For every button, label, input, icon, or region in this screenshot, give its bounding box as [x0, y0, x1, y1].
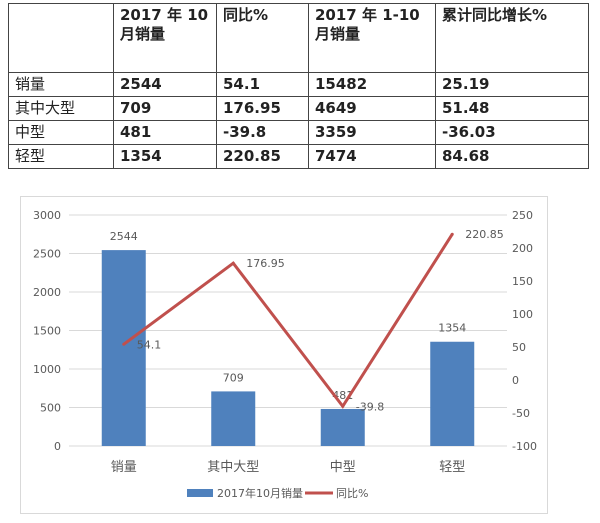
table-row: 轻型 1354 220.85 7474 84.68 [8, 144, 589, 169]
line-point [341, 404, 345, 408]
y-right-tick: -100 [512, 440, 537, 453]
sales-table: 2017 年 10 月销量 同比% 2017 年 1-10 月销量 累计同比增长… [8, 3, 589, 169]
y-right-tick: 100 [512, 308, 533, 321]
table-cell: 481 [113, 120, 217, 145]
legend-bar-label: 2017年10月销量 [217, 486, 303, 500]
bar [430, 341, 475, 446]
table-cell: 51.48 [435, 96, 589, 121]
y-left-tick: 500 [40, 402, 61, 415]
y-right-tick: -50 [512, 407, 530, 420]
bar-label: 1354 [438, 322, 466, 335]
y-left-tick: 1500 [33, 325, 61, 338]
table-cell: 54.1 [216, 72, 309, 97]
chart-svg: 0 500 1000 1500 2000 2500 3000 -100 -50 0 50 100 150… [33, 209, 537, 500]
row-label: 其中大型 [8, 96, 114, 121]
table-cell: -39.8 [216, 120, 309, 145]
y-left-tick: 3000 [33, 209, 61, 222]
table-cell: 709 [113, 96, 217, 121]
table-row: 销量 2544 54.1 15482 25.19 [8, 72, 589, 97]
legend-line-label: 同比% [336, 487, 368, 500]
table-row: 中型 481 -39.8 3359 -36.03 [8, 120, 589, 145]
bar [101, 250, 146, 446]
row-label: 轻型 [8, 144, 114, 169]
table-header-row: 2017 年 10 月销量 同比% 2017 年 1-10 月销量 累计同比增长… [8, 3, 589, 73]
line-point [450, 232, 454, 236]
table-cell: 15482 [308, 72, 436, 97]
header-cell: 同比% [216, 3, 309, 73]
table-cell: 1354 [113, 144, 217, 169]
table-cell: 2544 [113, 72, 217, 97]
table-cell: 3359 [308, 120, 436, 145]
table-cell: 84.68 [435, 144, 589, 169]
legend-bar-swatch [187, 489, 213, 497]
y-left-tick: 2500 [33, 248, 61, 261]
table-cell: 220.85 [216, 144, 309, 169]
header-cell: 2017 年 10 月销量 [113, 3, 217, 73]
line-label: -39.8 [356, 400, 384, 413]
bar-label: 709 [223, 371, 244, 384]
bar-label: 2544 [110, 230, 138, 243]
x-tick: 其中大型 [207, 460, 259, 475]
table-cell: 25.19 [435, 72, 589, 97]
header-cell [8, 3, 114, 73]
y-right-tick: 0 [512, 374, 519, 387]
line-point [122, 342, 126, 346]
y-right-tick: 150 [512, 275, 533, 288]
y-right-tick: 50 [512, 341, 526, 354]
y-left-tick: 0 [54, 440, 61, 453]
line-point [231, 261, 235, 265]
table-cell: 4649 [308, 96, 436, 121]
header-cell: 累计同比增长% [435, 3, 589, 73]
x-tick: 中型 [330, 460, 356, 475]
y-left-tick: 1000 [33, 363, 61, 376]
sales-chart: 0 500 1000 1500 2000 2500 3000 -100 -50 0 50 100 150… [20, 196, 548, 514]
line-series [122, 233, 454, 409]
table-cell: 7474 [308, 144, 436, 169]
table-cell: -36.03 [435, 120, 589, 145]
y-right-tick: 250 [512, 209, 533, 222]
table-cell: 176.95 [216, 96, 309, 121]
line-label: 54.1 [137, 338, 162, 351]
line-label: 176.95 [246, 257, 285, 270]
y-left-tick: 2000 [33, 286, 61, 299]
header-cell: 2017 年 1-10 月销量 [308, 3, 436, 73]
x-tick: 轻型 [439, 460, 465, 475]
x-tick: 销量 [111, 460, 137, 475]
row-label: 中型 [8, 120, 114, 145]
bar [211, 391, 256, 446]
row-label: 销量 [8, 72, 114, 97]
table-row: 其中大型 709 176.95 4649 51.48 [8, 96, 589, 121]
y-right-tick: 200 [512, 242, 533, 255]
line-label: 220.85 [465, 228, 504, 241]
bar [320, 408, 365, 446]
